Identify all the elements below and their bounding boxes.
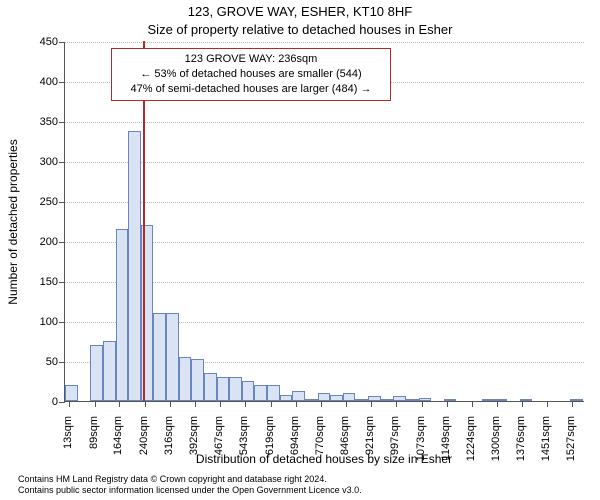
histogram-bar bbox=[103, 341, 116, 401]
histogram-bar bbox=[406, 399, 419, 401]
histogram-bar bbox=[153, 313, 166, 401]
y-tick bbox=[59, 362, 65, 363]
histogram-bar bbox=[355, 399, 368, 401]
y-tick-label: 350 bbox=[18, 116, 58, 128]
histogram-bar bbox=[381, 399, 394, 401]
histogram-bar bbox=[191, 359, 204, 401]
y-tick bbox=[59, 282, 65, 283]
histogram-bar bbox=[318, 393, 331, 401]
x-tick bbox=[69, 401, 70, 407]
histogram-bar bbox=[444, 399, 457, 401]
histogram-bar bbox=[280, 395, 293, 401]
x-tick bbox=[245, 401, 246, 407]
x-tick bbox=[422, 401, 423, 407]
x-tick bbox=[95, 401, 96, 407]
x-tick bbox=[572, 401, 573, 407]
histogram-bar bbox=[166, 313, 179, 401]
y-tick bbox=[59, 82, 65, 83]
y-tick-label: 300 bbox=[18, 156, 58, 168]
x-tick bbox=[321, 401, 322, 407]
histogram-bar bbox=[368, 396, 381, 401]
y-tick bbox=[59, 402, 65, 403]
footer-attribution: Contains HM Land Registry data © Crown c… bbox=[18, 474, 362, 497]
y-tick-label: 250 bbox=[18, 196, 58, 208]
x-tick bbox=[346, 401, 347, 407]
histogram-bar bbox=[254, 385, 267, 401]
histogram-bar bbox=[90, 345, 103, 401]
histogram-bar bbox=[217, 377, 230, 401]
x-tick bbox=[145, 401, 146, 407]
chart-title-address: 123, GROVE WAY, ESHER, KT10 8HF bbox=[0, 4, 600, 19]
info-box-line-3: 47% of semi-detached houses are larger (… bbox=[120, 82, 382, 97]
y-tick-label: 0 bbox=[18, 396, 58, 408]
y-tick bbox=[59, 202, 65, 203]
histogram-bar bbox=[419, 398, 432, 401]
histogram-bar bbox=[305, 399, 318, 401]
histogram-bar bbox=[330, 395, 343, 401]
y-tick bbox=[59, 42, 65, 43]
x-tick bbox=[396, 401, 397, 407]
info-box-line-2: ← 53% of detached houses are smaller (54… bbox=[120, 67, 382, 82]
x-tick bbox=[170, 401, 171, 407]
histogram-bar bbox=[179, 357, 192, 401]
x-tick bbox=[371, 401, 372, 407]
histogram-bar bbox=[393, 396, 406, 401]
chart-title-description: Size of property relative to detached ho… bbox=[0, 22, 600, 37]
y-tick bbox=[59, 322, 65, 323]
info-box-line-1: 123 GROVE WAY: 236sqm bbox=[120, 52, 382, 67]
x-tick bbox=[296, 401, 297, 407]
histogram-bar bbox=[242, 381, 255, 401]
x-tick bbox=[497, 401, 498, 407]
y-tick bbox=[59, 122, 65, 123]
info-box: 123 GROVE WAY: 236sqm← 53% of detached h… bbox=[111, 48, 391, 101]
histogram-bar bbox=[116, 229, 129, 401]
histogram-bar bbox=[343, 393, 356, 401]
x-axis-label: Distribution of detached houses by size … bbox=[64, 452, 584, 466]
histogram-bar bbox=[482, 399, 495, 401]
y-tick-label: 50 bbox=[18, 356, 58, 368]
histogram-bar bbox=[267, 385, 280, 401]
y-tick bbox=[59, 162, 65, 163]
y-tick-label: 100 bbox=[18, 316, 58, 328]
histogram-bar bbox=[292, 391, 305, 401]
y-tick-label: 150 bbox=[18, 276, 58, 288]
y-tick-label: 200 bbox=[18, 236, 58, 248]
y-tick-label: 400 bbox=[18, 76, 58, 88]
y-tick-label: 450 bbox=[18, 36, 58, 48]
x-tick bbox=[195, 401, 196, 407]
x-tick bbox=[220, 401, 221, 407]
footer-line-1: Contains HM Land Registry data © Crown c… bbox=[18, 474, 362, 485]
histogram-bar bbox=[128, 131, 141, 401]
plot-area: 123 GROVE WAY: 236sqm← 53% of detached h… bbox=[64, 42, 584, 402]
histogram-bar bbox=[229, 377, 242, 401]
histogram-bar bbox=[65, 385, 78, 401]
x-tick bbox=[472, 401, 473, 407]
x-tick bbox=[271, 401, 272, 407]
x-tick bbox=[447, 401, 448, 407]
y-tick bbox=[59, 242, 65, 243]
x-tick bbox=[522, 401, 523, 407]
footer-line-2: Contains public sector information licen… bbox=[18, 485, 362, 496]
x-tick bbox=[547, 401, 548, 407]
histogram-bar bbox=[204, 373, 217, 401]
chart-container: 123, GROVE WAY, ESHER, KT10 8HF Size of … bbox=[0, 0, 600, 500]
x-tick bbox=[119, 401, 120, 407]
